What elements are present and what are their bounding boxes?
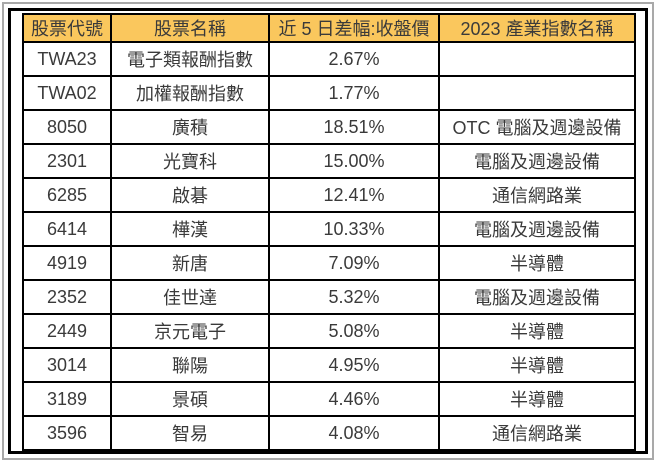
change-cell: 2.67% bbox=[268, 41, 440, 77]
table-header-row: 股票代號 股票名稱 近 5 日差幅:收盤價 2023 產業指數名稱 bbox=[22, 13, 636, 43]
table-row: TWA02 加權報酬指數 1.77% bbox=[22, 75, 636, 111]
table-row: 2449 京元電子 5.08% 半導體 bbox=[22, 313, 636, 349]
header-cell-stock-name: 股票名稱 bbox=[110, 13, 270, 43]
stock-code-cell: TWA23 bbox=[22, 41, 112, 77]
stock-code-cell: TWA02 bbox=[22, 75, 112, 111]
stock-code-cell: 8050 bbox=[22, 109, 112, 145]
change-cell: 15.00% bbox=[268, 143, 440, 179]
table-row: 6414 樺漢 10.33% 電腦及週邊設備 bbox=[22, 211, 636, 247]
change-cell: 4.95% bbox=[268, 347, 440, 383]
change-cell: 7.09% bbox=[268, 245, 440, 281]
stock-name-cell: 加權報酬指數 bbox=[110, 75, 270, 111]
change-cell: 1.77% bbox=[268, 75, 440, 111]
industry-cell: 半導體 bbox=[438, 245, 636, 281]
stock-code-cell: 3189 bbox=[22, 381, 112, 417]
change-cell: 18.51% bbox=[268, 109, 440, 145]
stock-code-cell: 2352 bbox=[22, 279, 112, 315]
industry-cell: 半導體 bbox=[438, 313, 636, 349]
industry-cell: 通信網路業 bbox=[438, 415, 636, 451]
stock-name-cell: 光寶科 bbox=[110, 143, 270, 179]
stock-name-cell: 聯陽 bbox=[110, 347, 270, 383]
stock-name-cell: 新唐 bbox=[110, 245, 270, 281]
change-cell: 4.08% bbox=[268, 415, 440, 451]
stock-index-table: 股票代號 股票名稱 近 5 日差幅:收盤價 2023 產業指數名稱 TWA23 … bbox=[22, 13, 636, 451]
stock-name-cell: 樺漢 bbox=[110, 211, 270, 247]
industry-cell: 電腦及週邊設備 bbox=[438, 279, 636, 315]
header-cell-stock-code: 股票代號 bbox=[22, 13, 112, 43]
stock-name-cell: 啟碁 bbox=[110, 177, 270, 213]
change-cell: 12.41% bbox=[268, 177, 440, 213]
stock-code-cell: 6285 bbox=[22, 177, 112, 213]
industry-cell: 半導體 bbox=[438, 381, 636, 417]
change-cell: 10.33% bbox=[268, 211, 440, 247]
industry-cell: 通信網路業 bbox=[438, 177, 636, 213]
table-row: 3189 景碩 4.46% 半導體 bbox=[22, 381, 636, 417]
table-row: TWA23 電子類報酬指數 2.67% bbox=[22, 41, 636, 77]
change-cell: 5.32% bbox=[268, 279, 440, 315]
stock-code-cell: 2449 bbox=[22, 313, 112, 349]
industry-cell: 半導體 bbox=[438, 347, 636, 383]
stock-code-cell: 6414 bbox=[22, 211, 112, 247]
stock-name-cell: 電子類報酬指數 bbox=[110, 41, 270, 77]
table-row: 4919 新唐 7.09% 半導體 bbox=[22, 245, 636, 281]
table-row: 2352 佳世達 5.32% 電腦及週邊設備 bbox=[22, 279, 636, 315]
header-cell-industry: 2023 產業指數名稱 bbox=[438, 13, 636, 43]
industry-cell: OTC 電腦及週邊設備 bbox=[438, 109, 636, 145]
change-cell: 5.08% bbox=[268, 313, 440, 349]
change-cell: 4.46% bbox=[268, 381, 440, 417]
table-row: 3014 聯陽 4.95% 半導體 bbox=[22, 347, 636, 383]
stock-name-cell: 佳世達 bbox=[110, 279, 270, 315]
industry-cell bbox=[438, 75, 636, 111]
stock-name-cell: 京元電子 bbox=[110, 313, 270, 349]
table-row: 6285 啟碁 12.41% 通信網路業 bbox=[22, 177, 636, 213]
table-row: 2301 光寶科 15.00% 電腦及週邊設備 bbox=[22, 143, 636, 179]
stock-code-cell: 3014 bbox=[22, 347, 112, 383]
stock-name-cell: 廣積 bbox=[110, 109, 270, 145]
table-row: 8050 廣積 18.51% OTC 電腦及週邊設備 bbox=[22, 109, 636, 145]
stock-code-cell: 2301 bbox=[22, 143, 112, 179]
industry-cell: 電腦及週邊設備 bbox=[438, 143, 636, 179]
stock-name-cell: 景碩 bbox=[110, 381, 270, 417]
table-row: 3596 智易 4.08% 通信網路業 bbox=[22, 415, 636, 451]
header-cell-change: 近 5 日差幅:收盤價 bbox=[268, 13, 440, 43]
stock-name-cell: 智易 bbox=[110, 415, 270, 451]
stock-code-cell: 3596 bbox=[22, 415, 112, 451]
industry-cell: 電腦及週邊設備 bbox=[438, 211, 636, 247]
industry-cell bbox=[438, 41, 636, 77]
stock-code-cell: 4919 bbox=[22, 245, 112, 281]
